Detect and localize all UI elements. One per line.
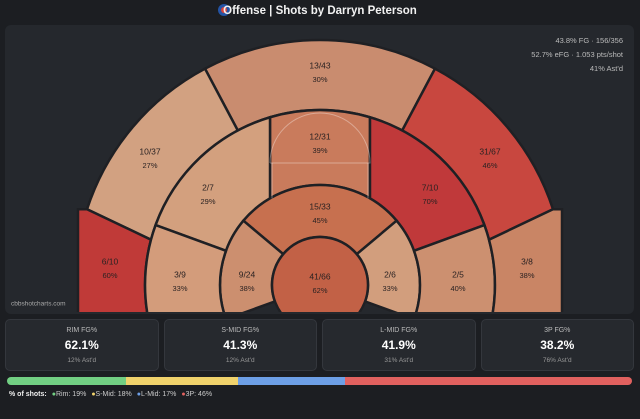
cards: RIM FG% 62.1% 12% Ast'd S-MID FG% 41.3% 12% A… [5, 319, 634, 371]
bar-segment [125, 377, 239, 385]
card-sub: 12% Ast'd [225, 357, 255, 364]
zone-pct: 30% [312, 75, 327, 84]
zone-label: 10/37 [139, 146, 161, 156]
bar-segment [238, 377, 345, 385]
zone-pct: 45% [312, 216, 327, 225]
legend-dot: ● [51, 391, 56, 398]
zone-pct: 27% [142, 161, 157, 170]
zone-label: 31/67 [479, 146, 501, 156]
court: Offense | Shots by Darryn Peterson 13/43… [5, 4, 634, 314]
zone [270, 235, 370, 312]
summary: 41% Ast'd [590, 64, 623, 73]
stat-card: L-MID FG% 41.9% 31% Ast'd [322, 319, 476, 371]
bar-segment [344, 377, 632, 385]
title: Offense | Shots by Darryn Peterson [223, 5, 417, 17]
summary: 52.7% eFG · 1.053 pts/shot [531, 50, 624, 59]
legend-dot: ● [181, 391, 186, 398]
zone-label: 9/24 [239, 269, 256, 279]
zone-label: 6/10 [102, 256, 119, 266]
card-title: 3P FG% [544, 327, 571, 334]
distribution-bar [7, 377, 632, 385]
zone-label: 41/66 [309, 271, 331, 281]
zone-pct: 29% [200, 197, 215, 206]
zone-label: 13/43 [309, 60, 331, 70]
legend-dot: ● [91, 391, 96, 398]
card-value: 38.2% [540, 338, 575, 352]
card-sub: 12% Ast'd [67, 357, 97, 364]
zone-label: 2/6 [384, 269, 396, 279]
card-title: RIM FG% [66, 327, 98, 334]
legend-item: ●S-Mid: 18% [91, 391, 131, 398]
watermark: cbbshotcharts.com [11, 301, 66, 308]
legend-label: Rim: 19% [55, 391, 87, 398]
card-sub: 76% Ast'd [542, 357, 572, 364]
legend-title: % of shots: [9, 391, 47, 398]
legend-label: L-Mid: 17% [140, 391, 177, 398]
legend: % of shots: ●Rim: 19% ●S-Mid: 18% ●L-Mid: 1… [9, 391, 212, 398]
zone-label: 3/9 [174, 269, 186, 279]
legend-item: ●Rim: 19% [52, 391, 87, 398]
logo [221, 7, 227, 13]
zone-pct: 38% [519, 271, 534, 280]
stat-card: 3P FG% 38.2% 76% Ast'd [480, 319, 634, 371]
zone-pct: 46% [482, 161, 497, 170]
zone-pct: 70% [422, 197, 437, 206]
legend-dot: ● [136, 391, 141, 398]
stat-card: RIM FG% 62.1% 12% Ast'd [5, 319, 159, 371]
legend-label: 3P: 46% [185, 391, 213, 398]
zone-label: 2/7 [202, 182, 214, 192]
zone [143, 223, 228, 312]
zone-label: 7/10 [422, 182, 439, 192]
zone-pct: 39% [312, 146, 327, 155]
zone-pct: 38% [239, 284, 254, 293]
zone-pct: 33% [382, 284, 397, 293]
legend-label: S-Mid: 18% [95, 391, 132, 398]
free-throw-arc [269, 112, 371, 164]
zone-pct: 60% [102, 271, 117, 280]
zone-label: 12/31 [309, 131, 331, 141]
zone-label: 15/33 [309, 201, 331, 211]
legend-item: ●L-Mid: 17% [137, 391, 177, 398]
card-title: L-MID FG% [380, 327, 418, 334]
legend-item: ●3P: 46% [181, 391, 212, 398]
card-value: 41.3% [223, 338, 258, 352]
stat-card: S-MID FG% 41.3% 12% Ast'd [163, 319, 317, 371]
lane-line [271, 163, 369, 199]
bar-segment [7, 377, 126, 385]
zone-label: 3/8 [521, 256, 533, 266]
zone [487, 208, 564, 312]
zone-label: 2/5 [452, 269, 464, 279]
zone-pct: 62% [312, 286, 327, 295]
summary: 43.8% FG · 156/356 [555, 36, 623, 45]
card-value: 41.9% [381, 338, 416, 352]
zone-pct: 33% [172, 284, 187, 293]
card-title: S-MID FG% [221, 327, 260, 334]
zone-pct: 40% [450, 284, 465, 293]
card-value: 62.1% [64, 338, 99, 352]
card-sub: 31% Ast'd [384, 357, 414, 364]
